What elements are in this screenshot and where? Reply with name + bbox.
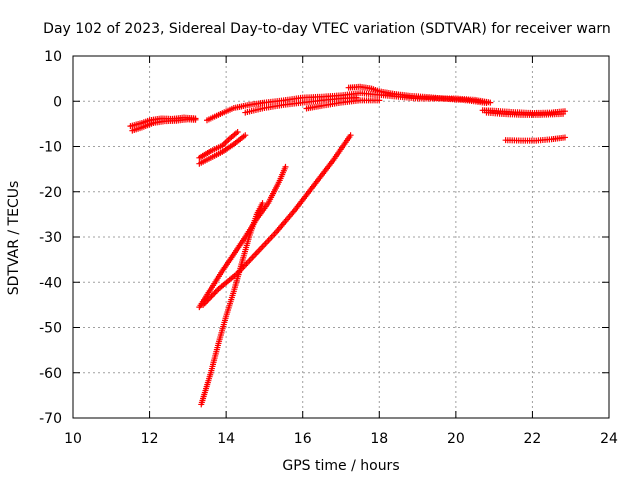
x-tick-label: 16: [294, 431, 312, 447]
x-tick-label: 24: [600, 431, 618, 447]
data-point: [212, 288, 219, 295]
y-tick-labels: 10 0 -10 -20 -30 -40 -50 -60 -70: [39, 49, 62, 427]
data-point: [214, 287, 221, 294]
x-tick-label: 10: [64, 431, 82, 447]
series-arc-1b: [129, 116, 199, 134]
x-tick-label: 12: [141, 431, 159, 447]
data-point: [347, 132, 354, 139]
data-point: [561, 134, 568, 141]
y-tick-label: -10: [39, 140, 62, 156]
data-point: [259, 200, 266, 207]
y-tick-label: -50: [39, 321, 62, 337]
data-point: [483, 100, 490, 107]
series-arc-3b: [303, 97, 383, 112]
series-arc-6b: [196, 129, 241, 161]
data-point: [376, 97, 383, 104]
grid: [73, 56, 609, 418]
chart-title: Day 102 of 2023, Sidereal Day-to-day VTE…: [43, 21, 611, 37]
plot-frame: [72, 55, 610, 419]
data-point: [242, 132, 249, 139]
x-tick-label: 22: [524, 431, 542, 447]
data-point: [282, 163, 289, 170]
series-arc-6: [196, 132, 249, 167]
series: [127, 83, 568, 408]
series-arc-3: [345, 83, 490, 107]
y-tick-label: 0: [53, 94, 62, 110]
y-tick-label: -60: [39, 366, 62, 382]
series-arc-5: [502, 134, 568, 144]
data-point: [234, 129, 241, 136]
data-point: [192, 116, 199, 123]
y-tick-label: -20: [39, 185, 62, 201]
y-tick-label: -70: [39, 411, 62, 427]
x-tick-label: 14: [217, 431, 235, 447]
y-tick-label: -40: [39, 275, 62, 291]
x-tick-label: 20: [447, 431, 465, 447]
series-arc-2: [204, 90, 494, 124]
data-point: [560, 110, 567, 117]
series-arc-4b: [483, 109, 567, 118]
x-axis-label: GPS time / hours: [282, 458, 399, 474]
series-arc-8: [198, 200, 266, 408]
y-tick-label: -30: [39, 230, 62, 246]
x-tick-labels: 10 12 14 16 18 20 22 24: [64, 431, 618, 447]
series-arc-9: [200, 132, 354, 308]
y-tick-label: 10: [44, 49, 62, 65]
y-axis-label: SDTVAR / TECUs: [6, 181, 22, 296]
x-tick-label: 18: [370, 431, 388, 447]
